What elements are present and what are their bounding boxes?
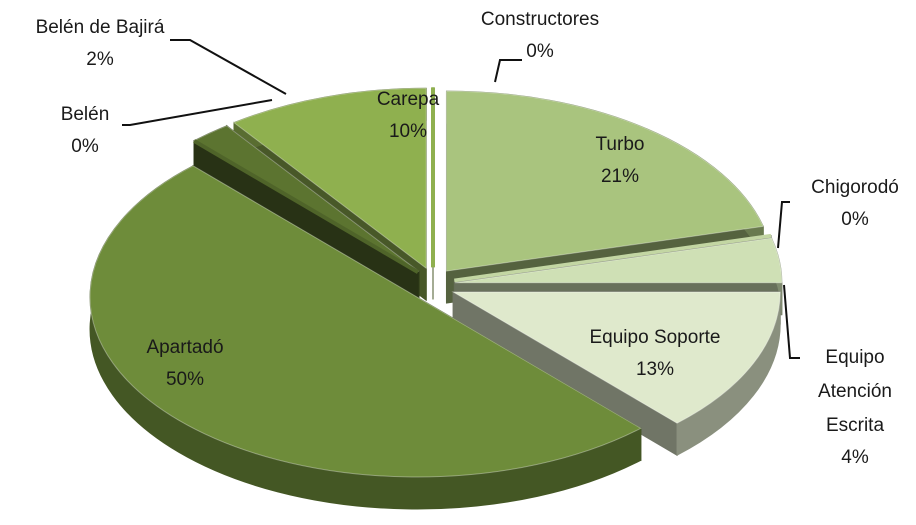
slice [451, 291, 781, 424]
slice [89, 165, 642, 478]
slice [454, 233, 772, 283]
category-label: Equipo Atención Escrita [818, 347, 892, 436]
value-label: 10% [389, 121, 427, 142]
value-label: 2% [86, 49, 114, 70]
category-label: Turbo [596, 134, 645, 155]
slice [193, 139, 419, 274]
value-label: 0% [526, 41, 554, 62]
value-label: 13% [636, 359, 674, 380]
leader-line [170, 39, 287, 95]
slice [454, 237, 783, 284]
category-label: Belén [61, 104, 110, 125]
category-label: Constructores [481, 9, 599, 30]
leader-line [777, 201, 790, 249]
value-label: 4% [841, 447, 869, 468]
leader-line [783, 284, 800, 359]
value-label: 0% [71, 136, 99, 157]
leader-line [494, 59, 522, 83]
slice [445, 90, 764, 272]
value-label: 0% [841, 209, 869, 230]
category-label: Equipo Soporte [590, 327, 721, 348]
category-label: Belén de Bajirá [36, 17, 165, 38]
slice [232, 87, 427, 270]
value-label: 50% [166, 369, 204, 390]
leader-line [122, 99, 273, 126]
value-label: 21% [601, 166, 639, 187]
category-label: Carepa [377, 89, 440, 110]
category-label: Apartadó [146, 337, 223, 358]
category-label: Chigorodó [811, 177, 899, 198]
